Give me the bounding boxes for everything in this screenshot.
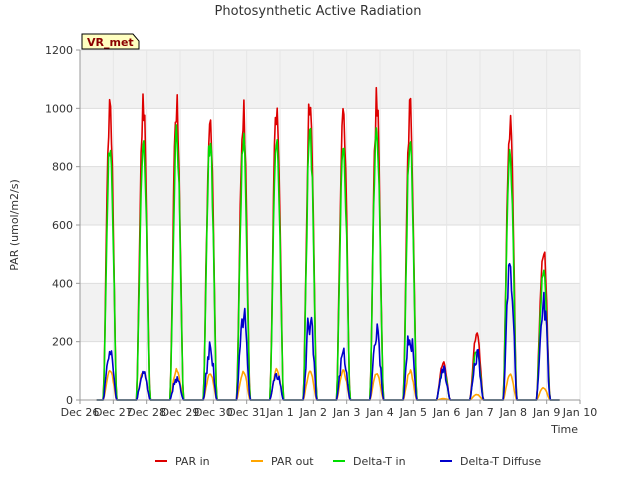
plot-band	[80, 341, 580, 400]
legend-label: Delta-T Diffuse	[460, 455, 541, 468]
legend-item: PAR in	[155, 455, 210, 468]
y-axis-label: PAR (umol/m2/s)	[8, 179, 21, 271]
x-tick-label: Jan 6	[432, 406, 460, 419]
x-tick-label: Jan 1	[265, 406, 293, 419]
site-badge: VR_met	[81, 33, 140, 50]
y-tick-label: 1000	[45, 102, 73, 115]
legend-label: PAR in	[175, 455, 210, 468]
plot-band	[80, 50, 580, 109]
x-tick-label: Jan 3	[332, 406, 360, 419]
x-tick-label: Dec 27	[94, 406, 133, 419]
legend-label: Delta-T in	[353, 455, 406, 468]
plot-band	[80, 283, 580, 342]
x-tick-label: Jan 2	[299, 406, 327, 419]
x-tick-label: Dec 29	[161, 406, 200, 419]
x-tick-label: Jan 8	[499, 406, 527, 419]
y-tick-label: 200	[52, 336, 73, 349]
legend-label: PAR out	[271, 455, 314, 468]
x-tick-label: Jan 4	[365, 406, 393, 419]
y-tick-label: 600	[52, 219, 73, 232]
chart-title: Photosynthetic Active Radiation	[215, 4, 422, 19]
x-tick-label: Dec 28	[127, 406, 166, 419]
x-tick-label: Jan 7	[465, 406, 493, 419]
x-axis-label: Time	[550, 423, 578, 436]
y-tick-label: 1200	[45, 44, 73, 57]
y-tick-label: 800	[52, 161, 73, 174]
x-tick-label: Dec 30	[194, 406, 233, 419]
x-tick-label: Jan 10	[562, 406, 597, 419]
x-tick-label: Dec 31	[227, 406, 266, 419]
x-tick-label: Jan 9	[532, 406, 560, 419]
legend-item: PAR out	[251, 455, 314, 468]
plot-band	[80, 166, 580, 225]
legend-item: Delta-T in	[333, 455, 406, 468]
site-label: VR_met	[87, 36, 134, 49]
legend-item: Delta-T Diffuse	[440, 455, 541, 468]
x-tick-label: Dec 26	[61, 406, 100, 419]
y-tick-label: 400	[52, 277, 73, 290]
x-tick-label: Jan 5	[399, 406, 427, 419]
plot-band	[80, 225, 580, 284]
plot-band	[80, 108, 580, 167]
y-tick-label: 0	[66, 394, 73, 407]
